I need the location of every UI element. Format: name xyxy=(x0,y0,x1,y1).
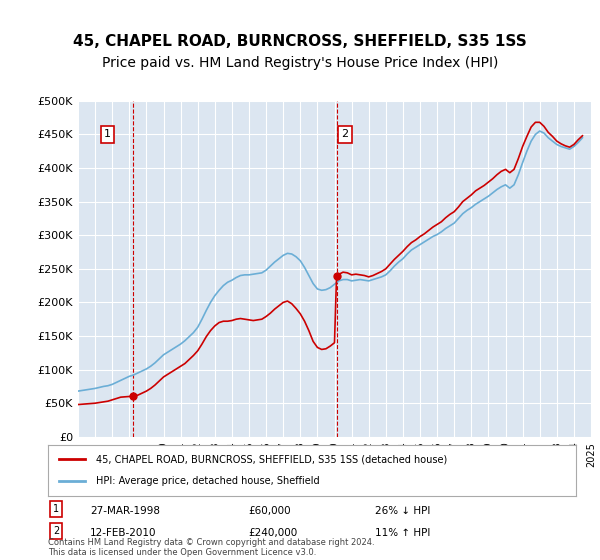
Text: Contains HM Land Registry data © Crown copyright and database right 2024.
This d: Contains HM Land Registry data © Crown c… xyxy=(48,538,374,557)
Text: 1: 1 xyxy=(104,129,111,139)
Text: 2: 2 xyxy=(341,129,349,139)
Text: £60,000: £60,000 xyxy=(248,506,291,516)
Text: 45, CHAPEL ROAD, BURNCROSS, SHEFFIELD, S35 1SS (detached house): 45, CHAPEL ROAD, BURNCROSS, SHEFFIELD, S… xyxy=(95,454,447,464)
Text: Price paid vs. HM Land Registry's House Price Index (HPI): Price paid vs. HM Land Registry's House … xyxy=(102,56,498,70)
Text: 27-MAR-1998: 27-MAR-1998 xyxy=(90,506,160,516)
Text: 11% ↑ HPI: 11% ↑ HPI xyxy=(376,528,431,538)
Text: £240,000: £240,000 xyxy=(248,528,298,538)
Text: 26% ↓ HPI: 26% ↓ HPI xyxy=(376,506,431,516)
Text: 2: 2 xyxy=(53,526,59,536)
Text: HPI: Average price, detached house, Sheffield: HPI: Average price, detached house, Shef… xyxy=(95,477,319,487)
Text: 1: 1 xyxy=(53,504,59,514)
Text: 45, CHAPEL ROAD, BURNCROSS, SHEFFIELD, S35 1SS: 45, CHAPEL ROAD, BURNCROSS, SHEFFIELD, S… xyxy=(73,34,527,49)
Text: 12-FEB-2010: 12-FEB-2010 xyxy=(90,528,157,538)
